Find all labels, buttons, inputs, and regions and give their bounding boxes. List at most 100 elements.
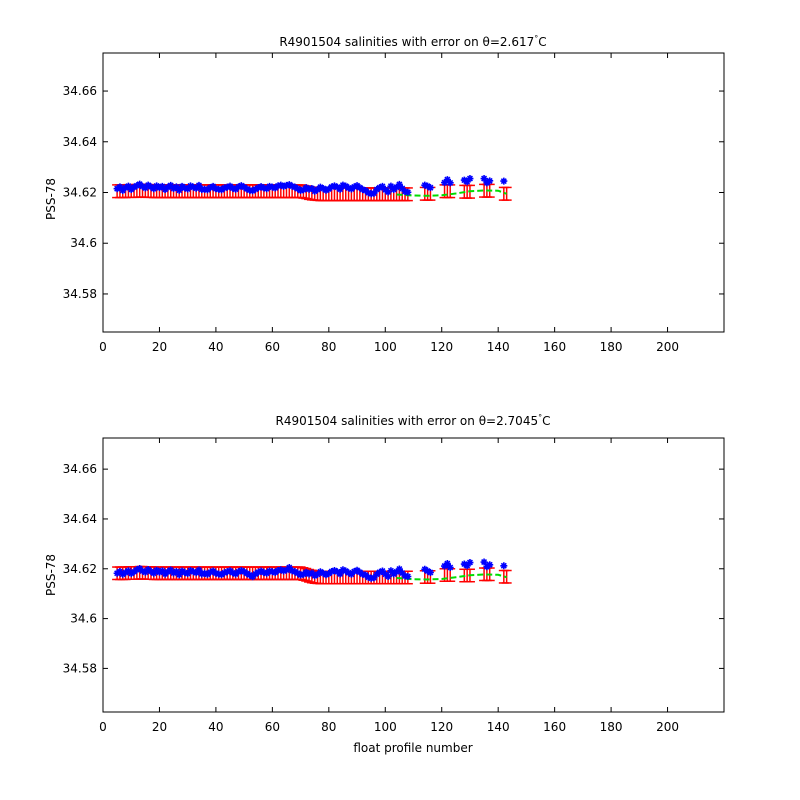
lower-salinity-point bbox=[277, 566, 285, 574]
lower-salinity-point bbox=[362, 571, 370, 579]
upper-mapped-line bbox=[396, 189, 507, 197]
upper-salinity-point bbox=[195, 181, 203, 189]
lower-salinity-point bbox=[249, 573, 257, 581]
lower-salinity-point bbox=[330, 567, 338, 575]
lower-salinity-point bbox=[311, 572, 319, 580]
lower-x-tick-label: 40 bbox=[208, 720, 223, 734]
lower-x-tick-label: 180 bbox=[600, 720, 623, 734]
lower-x-tick-label: 120 bbox=[430, 720, 453, 734]
lower-salinity-point bbox=[395, 565, 403, 573]
lower-y-tick-label: 34.62 bbox=[63, 562, 97, 576]
upper-plot-frame bbox=[102, 52, 725, 333]
upper-y-tick-label: 34.62 bbox=[63, 186, 97, 200]
lower-salinity-point bbox=[345, 569, 353, 577]
upper-salinity-point bbox=[136, 180, 144, 188]
lower-salinity-point bbox=[441, 562, 449, 570]
upper-x-tick-label: 60 bbox=[265, 340, 280, 354]
lower-salinity-point bbox=[350, 568, 358, 576]
lower-salinity-point bbox=[347, 570, 355, 578]
upper-salinity-point bbox=[285, 181, 293, 189]
lower-x-axis-label: float profile number bbox=[353, 741, 472, 755]
lower-salinity-point bbox=[319, 569, 327, 577]
lower-chart-title: R4901504 salinities with error on θ=2.70… bbox=[276, 413, 551, 428]
lower-salinity-point bbox=[141, 568, 149, 576]
upper-salinity-point bbox=[141, 184, 149, 192]
upper-salinity-point bbox=[398, 184, 406, 192]
lower-salinity-point bbox=[404, 572, 412, 580]
upper-salinity-point bbox=[426, 184, 434, 192]
lower-salinity-point bbox=[263, 569, 271, 577]
lower-salinity-point bbox=[443, 560, 451, 568]
upper-y-tick-label: 34.6 bbox=[70, 236, 97, 250]
lower-salinity-point bbox=[466, 559, 474, 567]
upper-x-tick-label: 160 bbox=[543, 340, 566, 354]
lower-x-tick-label: 20 bbox=[152, 720, 167, 734]
upper-salinity-point bbox=[364, 189, 372, 197]
upper-salinity-point bbox=[500, 177, 508, 185]
lower-x-tick-label: 160 bbox=[543, 720, 566, 734]
upper-salinity-point bbox=[119, 186, 127, 194]
lower-x-tick-label: 60 bbox=[265, 720, 280, 734]
lower-y-tick-label: 34.64 bbox=[63, 512, 97, 526]
upper-salinity-point bbox=[446, 179, 454, 187]
upper-salinity-point bbox=[237, 182, 245, 190]
lower-y-tick-label: 34.6 bbox=[70, 612, 97, 626]
upper-salinity-point bbox=[328, 183, 336, 191]
upper-salinity-point bbox=[480, 175, 488, 183]
lower-salinity-point bbox=[223, 568, 231, 576]
lower-salinity-point bbox=[387, 567, 395, 575]
upper-salinity-point bbox=[254, 184, 262, 192]
upper-salinity-point bbox=[133, 182, 141, 190]
lower-salinity-point bbox=[184, 570, 192, 578]
lower-salinity-point bbox=[390, 570, 398, 578]
lower-salinity-point bbox=[339, 566, 347, 574]
upper-salinity-point bbox=[291, 183, 299, 191]
upper-x-tick-label: 120 bbox=[430, 340, 453, 354]
upper-salinity-point bbox=[424, 182, 432, 190]
upper-salinity-point bbox=[288, 182, 296, 190]
lower-salinity-point bbox=[426, 569, 434, 577]
upper-salinity-point bbox=[178, 182, 186, 190]
upper-y-tick-label: 34.66 bbox=[63, 84, 97, 98]
upper-salinity-point bbox=[384, 188, 392, 196]
upper-salinity-point bbox=[170, 184, 178, 192]
upper-salinity-point bbox=[124, 182, 132, 190]
upper-salinity-point bbox=[130, 183, 138, 191]
upper-salinity-point bbox=[314, 185, 322, 193]
upper-salinity-point bbox=[122, 184, 130, 192]
upper-x-tick-label: 200 bbox=[656, 340, 679, 354]
lower-salinity-point bbox=[305, 570, 313, 578]
upper-salinity-point bbox=[345, 184, 353, 192]
lower-salinity-point bbox=[187, 567, 195, 575]
upper-salinity-point bbox=[139, 182, 147, 190]
lower-mapped-line bbox=[396, 573, 507, 581]
lower-salinity-point bbox=[206, 568, 214, 576]
lower-salinity-point bbox=[167, 566, 175, 574]
upper-salinity-point bbox=[223, 183, 231, 191]
upper-salinity-point bbox=[390, 185, 398, 193]
lower-salinity-point bbox=[234, 568, 242, 576]
upper-plot-area: 0 20 40 60 80 100 120 140 160 180 200 34.58 34.6 34.6… bbox=[63, 53, 724, 354]
lower-salinity-point bbox=[243, 570, 251, 578]
upper-salinity-point bbox=[376, 184, 384, 192]
lower-salinity-chart: R4901504 salinities with error on θ=2.70… bbox=[44, 413, 725, 755]
lower-salinity-point bbox=[139, 567, 147, 575]
lower-salinity-point bbox=[384, 572, 392, 580]
lower-salinity-point bbox=[201, 569, 209, 577]
lower-x-tick-label: 140 bbox=[487, 720, 510, 734]
upper-salinity-point bbox=[181, 184, 189, 192]
upper-salinity-point bbox=[192, 184, 200, 192]
lower-salinity-point bbox=[376, 568, 384, 576]
upper-salinity-point bbox=[486, 177, 494, 185]
upper-salinity-point bbox=[116, 183, 124, 191]
upper-salinity-point bbox=[257, 183, 265, 191]
upper-salinity-point bbox=[172, 183, 180, 191]
lower-salinity-point bbox=[282, 566, 290, 574]
lower-y-tick-label: 34.58 bbox=[63, 661, 97, 675]
upper-salinity-point bbox=[175, 186, 183, 194]
upper-salinity-point bbox=[234, 183, 242, 191]
lower-salinity-point bbox=[172, 568, 180, 576]
lower-y-tick-label: 34.66 bbox=[63, 462, 97, 476]
lower-salinity-point bbox=[308, 569, 316, 577]
lower-salinity-point bbox=[424, 567, 432, 575]
